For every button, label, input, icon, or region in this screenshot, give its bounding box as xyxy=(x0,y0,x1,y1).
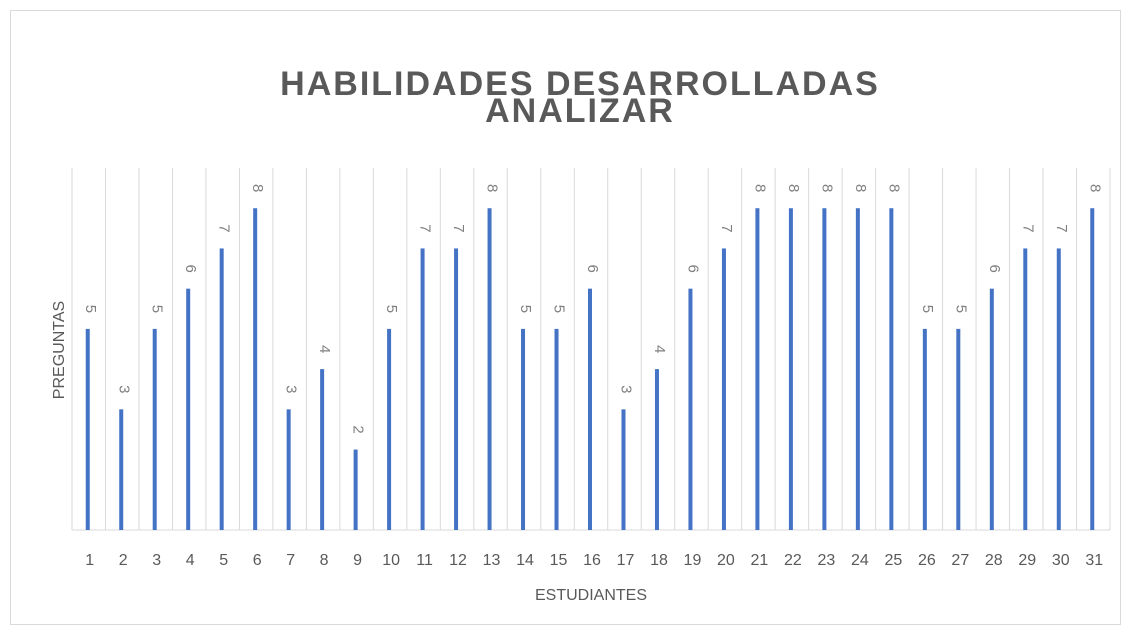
data-label: 3 xyxy=(618,385,635,393)
bar xyxy=(755,208,760,530)
bar xyxy=(286,409,291,530)
x-tick-label: 5 xyxy=(219,552,228,569)
bar xyxy=(554,328,559,530)
bar xyxy=(353,449,358,530)
bar xyxy=(152,328,157,530)
x-tick-label: 20 xyxy=(717,552,735,569)
data-label: 2 xyxy=(350,425,367,433)
x-tick-label: 10 xyxy=(382,552,400,569)
data-label: 5 xyxy=(383,305,400,313)
x-tick-label: 4 xyxy=(186,552,195,569)
x-tick-label: 25 xyxy=(884,552,902,569)
bar xyxy=(621,409,626,530)
bar xyxy=(253,208,258,530)
data-label: 6 xyxy=(986,264,1003,272)
bar xyxy=(521,328,526,530)
x-tick-label: 19 xyxy=(684,552,702,569)
bar xyxy=(788,208,793,530)
data-label: 5 xyxy=(517,305,534,313)
data-label: 5 xyxy=(919,305,936,313)
data-label: 8 xyxy=(818,184,835,192)
chart-border xyxy=(10,10,1121,625)
x-tick-label: 14 xyxy=(516,552,534,569)
x-tick-label: 29 xyxy=(1018,552,1036,569)
x-tick-label: 6 xyxy=(253,552,262,569)
bar xyxy=(588,288,592,530)
data-label: 7 xyxy=(1019,224,1036,232)
x-tick-label: 28 xyxy=(985,552,1003,569)
bar xyxy=(822,208,827,530)
chart-title: HABILIDADES DESARROLLADAS xyxy=(280,65,880,103)
bar xyxy=(119,409,124,530)
x-tick-label: 27 xyxy=(951,552,969,569)
data-label: 8 xyxy=(785,184,802,192)
bar xyxy=(420,248,425,530)
bar xyxy=(85,328,90,530)
x-tick-label: 31 xyxy=(1085,552,1103,569)
data-label: 8 xyxy=(484,184,501,192)
data-label: 5 xyxy=(149,305,166,313)
data-label: 4 xyxy=(651,345,668,353)
bar xyxy=(454,248,459,530)
x-tick-label: 9 xyxy=(353,552,362,569)
x-tick-label: 26 xyxy=(918,552,936,569)
data-label: 8 xyxy=(1086,184,1103,192)
bar xyxy=(889,208,894,530)
x-tick-label: 2 xyxy=(119,552,128,569)
bar xyxy=(219,248,224,530)
data-label: 7 xyxy=(1053,224,1070,232)
x-tick-label: 1 xyxy=(85,552,94,569)
data-label: 4 xyxy=(316,345,333,353)
bar xyxy=(487,208,492,530)
x-tick-label: 13 xyxy=(483,552,501,569)
x-tick-label: 17 xyxy=(617,552,635,569)
x-tick-label: 3 xyxy=(152,552,161,569)
x-tick-label: 12 xyxy=(449,552,467,569)
data-label: 6 xyxy=(684,264,701,272)
data-label: 6 xyxy=(182,264,199,272)
data-label: 7 xyxy=(450,224,467,232)
bar xyxy=(956,328,961,530)
x-tick-label: 11 xyxy=(416,552,433,569)
bar xyxy=(922,328,927,530)
data-label: 8 xyxy=(885,184,902,192)
bar xyxy=(1023,248,1028,530)
data-label: 5 xyxy=(551,305,568,313)
data-label: 8 xyxy=(249,184,266,192)
bar xyxy=(1090,208,1095,530)
x-tick-label: 18 xyxy=(650,552,668,569)
x-tick-label: 8 xyxy=(320,552,329,569)
x-tick-label: 7 xyxy=(286,552,295,569)
data-label: 6 xyxy=(584,264,601,272)
x-tick-label: 23 xyxy=(817,552,835,569)
data-label: 3 xyxy=(283,385,300,393)
bar xyxy=(387,328,392,530)
data-label: 5 xyxy=(952,305,969,313)
y-axis-label: PREGUNTAS xyxy=(51,301,68,399)
data-label: 5 xyxy=(82,305,99,313)
bar xyxy=(1056,248,1061,530)
x-tick-label: 22 xyxy=(784,552,802,569)
data-label: 8 xyxy=(852,184,869,192)
x-tick-label: 21 xyxy=(751,552,769,569)
bar xyxy=(186,288,191,530)
data-label: 7 xyxy=(718,224,735,232)
data-label: 8 xyxy=(751,184,768,192)
x-axis-label: ESTUDIANTES xyxy=(535,587,647,604)
data-label: 3 xyxy=(115,385,132,393)
data-label: 7 xyxy=(216,224,233,232)
bar xyxy=(721,248,726,530)
data-label: 7 xyxy=(417,224,434,232)
bar xyxy=(320,369,325,530)
x-tick-label: 24 xyxy=(851,552,869,569)
x-tick-label: 30 xyxy=(1052,552,1070,569)
x-tick-label: 16 xyxy=(583,552,601,569)
bar xyxy=(989,288,994,530)
bar xyxy=(688,288,693,530)
bar xyxy=(855,208,860,530)
chart-title: ANALIZAR xyxy=(485,92,675,130)
x-tick-label: 15 xyxy=(550,552,568,569)
bar xyxy=(654,369,659,530)
